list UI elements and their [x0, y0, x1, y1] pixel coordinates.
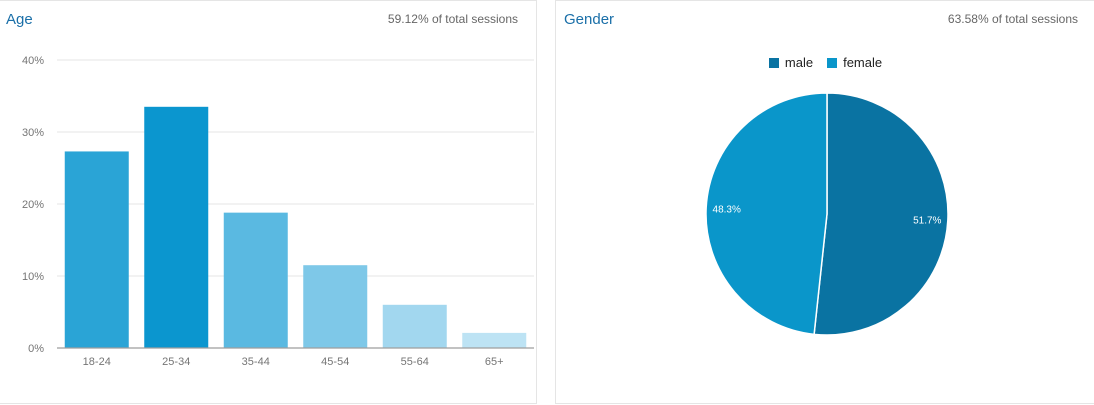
gender-pie-chart: 51.7% 48.3% — [705, 92, 949, 336]
pie-slice-male[interactable] — [813, 92, 949, 336]
legend-swatch-male — [768, 57, 779, 68]
gender-panel: Gender 63.58% of total sessions male fem… — [555, 0, 1094, 404]
legend-label-female: female — [843, 55, 883, 70]
age-bar-55-64[interactable] — [382, 304, 447, 348]
x-tick-label: 25-34 — [162, 356, 190, 368]
gender-title: Gender — [564, 11, 615, 28]
gender-legend: male female — [556, 55, 1094, 70]
y-tick-label: 30% — [22, 127, 44, 139]
y-tick-label: 0% — [28, 343, 44, 355]
age-bar-25-34[interactable] — [144, 106, 209, 348]
x-tick-label: 35-44 — [242, 356, 270, 368]
gender-subtitle: 63.58% of total sessions — [947, 12, 1078, 26]
x-tick-label: 18-24 — [83, 356, 111, 368]
x-tick-label: 65+ — [485, 356, 504, 368]
age-bar-chart: 0% 10% 20% 30% 40% 18-24 25-34 35-44 45-54 55-64 6… — [22, 55, 534, 368]
age-panel: Age 59.12% of total sessions 0% 10% 20% 30%… — [0, 0, 537, 404]
x-tick-label: 45-54 — [321, 356, 349, 368]
y-tick-label: 10% — [22, 271, 44, 283]
age-bar-35-44[interactable] — [223, 212, 288, 348]
slice-label-female: 48.3% — [713, 205, 741, 216]
legend-label-male: male — [784, 55, 814, 70]
y-tick-label: 40% — [22, 55, 44, 67]
age-bar-18-24[interactable] — [64, 151, 129, 348]
slice-label-male: 51.7% — [913, 215, 941, 226]
x-tick-label: 55-64 — [401, 356, 429, 368]
age-title: Age — [6, 11, 33, 28]
pie-slice-female[interactable] — [705, 92, 828, 336]
legend-swatch-female — [827, 57, 838, 68]
age-bar-65+[interactable] — [462, 332, 527, 348]
age-subtitle: 59.12% of total sessions — [387, 12, 518, 26]
age-bar-45-54[interactable] — [303, 265, 368, 348]
y-tick-label: 20% — [22, 199, 44, 211]
legend-item-female[interactable]: female — [827, 55, 882, 70]
legend-item-male[interactable]: male — [768, 55, 814, 70]
